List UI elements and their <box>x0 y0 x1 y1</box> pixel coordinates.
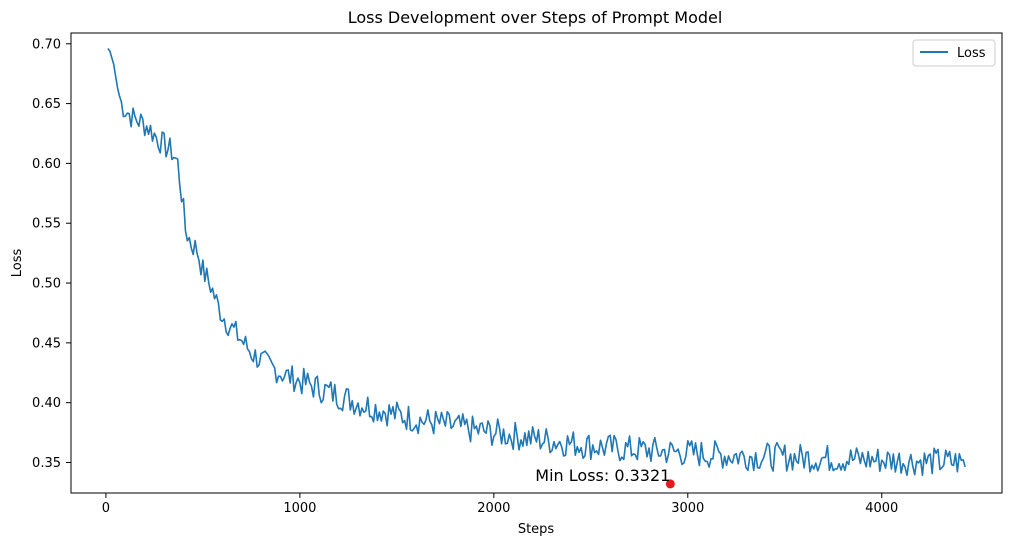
legend-label-loss: Loss <box>957 46 986 61</box>
plot-area <box>70 32 1003 494</box>
y-tick-label: 0.35 <box>32 456 61 471</box>
y-tick-label: 0.70 <box>32 37 61 52</box>
y-axis-label: Loss <box>10 249 25 278</box>
y-tick-label: 0.40 <box>32 396 61 411</box>
y-tick-label: 0.55 <box>32 217 61 232</box>
x-axis-ticks: 0 1000 2000 3000 4000 <box>102 493 898 516</box>
x-tick-label: 3000 <box>671 501 704 516</box>
x-tick-label: 1000 <box>283 501 316 516</box>
x-tick-label: 0 <box>102 501 110 516</box>
chart-title: Loss Development over Steps of Prompt Mo… <box>348 8 723 27</box>
legend: Loss <box>912 39 996 67</box>
y-tick-label: 0.45 <box>32 336 61 351</box>
x-tick-label: 2000 <box>477 501 510 516</box>
x-tick-label: 4000 <box>865 501 898 516</box>
y-tick-label: 0.60 <box>32 157 61 172</box>
y-tick-label: 0.50 <box>32 277 61 292</box>
min-loss-point <box>665 479 675 489</box>
min-loss-annotation: Min Loss: 0.3321 <box>535 466 670 485</box>
x-axis-label: Steps <box>518 522 555 537</box>
series-line-loss <box>107 48 966 477</box>
legend-box <box>912 39 996 67</box>
y-axis-ticks: 0.35 0.40 0.45 0.50 0.55 0.60 0.65 0.70 <box>32 37 71 471</box>
y-tick-label: 0.65 <box>32 97 61 112</box>
series-layer: Min Loss: 0.3321 <box>107 48 966 489</box>
